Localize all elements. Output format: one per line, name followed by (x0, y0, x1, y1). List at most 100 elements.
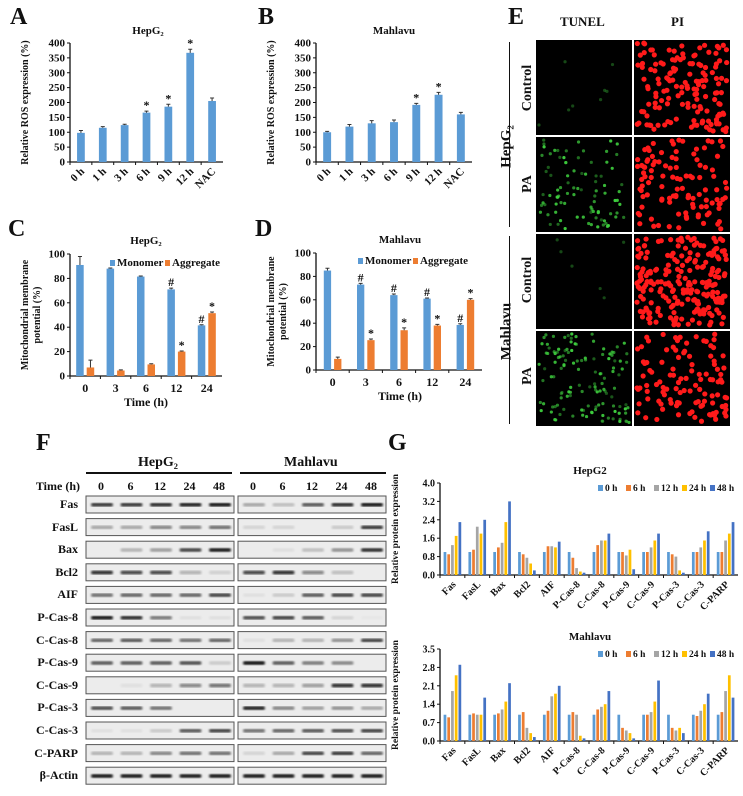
bar (567, 714, 571, 741)
blot-band (150, 729, 172, 733)
bar (575, 568, 578, 575)
group-divider-mahlavu (509, 236, 510, 424)
legend-swatch (110, 260, 115, 266)
bar (483, 519, 487, 575)
bar (186, 52, 195, 162)
bar (197, 325, 206, 376)
blot-band (243, 638, 265, 643)
blot-band (272, 683, 295, 688)
blot-band (302, 503, 324, 507)
bar (645, 714, 649, 741)
y-tick-label: 20 (300, 341, 312, 353)
blot-band (179, 751, 202, 756)
blot-row-label: P-Cas-3 (37, 700, 78, 715)
bar (724, 540, 727, 575)
blot-band (361, 525, 383, 530)
bar (682, 572, 685, 575)
bar (454, 535, 458, 575)
y-tick-label: 0 (306, 157, 312, 169)
y-tick-label: 250 (295, 82, 312, 94)
blot-band (179, 638, 202, 643)
bar (447, 554, 451, 575)
blot-band (331, 616, 354, 620)
error-bar (144, 110, 149, 113)
y-tick-label: 3.2 (423, 497, 436, 508)
blot-row-label: C-Cas-9 (36, 677, 78, 692)
blot-row-label: P-Cas-9 (37, 655, 78, 670)
error-bar (369, 120, 374, 124)
error-bar (368, 338, 373, 341)
legend-swatch (626, 485, 631, 491)
bar (720, 712, 724, 741)
bar (607, 691, 611, 741)
y-tick-label: 50 (300, 142, 312, 154)
bar (451, 545, 454, 575)
error-bar (468, 298, 473, 300)
bar (483, 697, 487, 741)
blot-band (120, 503, 143, 507)
legend-label: 12 h (661, 650, 679, 660)
bar (695, 716, 699, 741)
bar (458, 522, 462, 575)
blot-row-label: Bax (57, 542, 78, 557)
blot-band (331, 683, 354, 688)
blot-band (150, 638, 172, 643)
bar (500, 709, 504, 741)
bar (496, 713, 500, 741)
panel-label-f: F (36, 430, 51, 456)
bar (667, 714, 670, 741)
blot-band (120, 729, 143, 733)
group-line-mahlavu (240, 472, 386, 474)
tunel-image (536, 331, 632, 426)
bar (542, 714, 546, 741)
time-point-label: 48 (213, 479, 225, 493)
y-tick-label: 200 (295, 97, 312, 109)
blot-band (91, 729, 113, 733)
bar (493, 714, 496, 741)
bar (678, 727, 682, 741)
blot-band (272, 525, 295, 530)
chart-title: Mahlavu (373, 25, 415, 37)
bar (525, 727, 529, 741)
bar (367, 340, 375, 370)
pi-image (634, 137, 730, 232)
blot-band (91, 751, 113, 756)
blot-band (209, 548, 231, 552)
tunel-image (536, 40, 632, 135)
blot-band (272, 616, 295, 620)
bar (653, 540, 657, 575)
bar (592, 714, 596, 741)
bar (472, 549, 475, 575)
blot-band (120, 548, 143, 552)
x-tick-label: 3 (363, 375, 369, 389)
bar (642, 552, 645, 575)
bar (77, 132, 85, 162)
error-bar (78, 129, 83, 133)
x-tick-label: 24 (459, 375, 471, 389)
bar (434, 94, 443, 162)
bar (624, 555, 628, 575)
bar (653, 701, 657, 741)
y-tick-label: 40 (300, 318, 312, 330)
bar (571, 712, 575, 741)
bar (649, 712, 653, 741)
blot-band (302, 751, 324, 756)
error-bar (325, 267, 330, 271)
blot-band (243, 593, 265, 597)
blot-row-label: AIF (57, 587, 78, 602)
bar (400, 330, 408, 370)
y-tick-label: 0.7 (423, 718, 436, 729)
blot-band (361, 751, 383, 756)
bar (682, 733, 685, 741)
bar (699, 547, 703, 575)
bar (500, 542, 504, 575)
x-tick-label: 3 (113, 381, 119, 395)
bar (720, 552, 724, 575)
bar (468, 714, 472, 741)
blot-band (272, 593, 295, 597)
bar (674, 556, 678, 575)
error-bar (149, 363, 154, 365)
time-point-label: 6 (280, 479, 286, 493)
blot-band (272, 729, 295, 733)
